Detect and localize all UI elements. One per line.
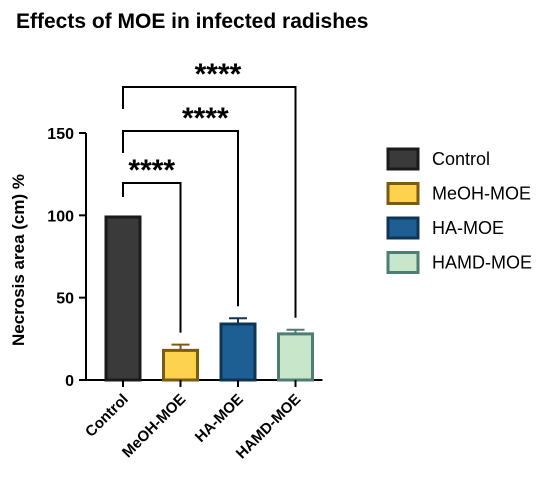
bar (277, 332, 314, 382)
significance-label: **** (195, 58, 242, 91)
y-tick-label: 50 (56, 291, 74, 308)
bar (162, 348, 199, 382)
bar (219, 322, 257, 382)
y-axis-label: Necrosis area (cm) % (9, 174, 28, 346)
significance-label: **** (128, 154, 175, 187)
y-tick-label: 100 (47, 208, 74, 225)
legend-label: HAMD-MOE (432, 253, 532, 273)
y-tick-label: 150 (47, 126, 74, 143)
legend-label: MeOH-MOE (432, 184, 531, 204)
legend-swatch (386, 216, 420, 240)
legend-swatch (386, 147, 420, 171)
x-tick-label: Control (82, 391, 132, 441)
legend: Control MeOH-MOE HA-MOE HAMD-MOE (386, 147, 532, 274)
legend-swatch (386, 251, 420, 274)
significance-bracket (122, 182, 182, 333)
legend-swatch (386, 182, 420, 205)
legend-label: Control (432, 149, 490, 169)
significance-label: **** (182, 102, 229, 135)
chart-title: Effects of MOE in infected radishes (16, 10, 368, 33)
y-tick-label: 0 (65, 373, 74, 390)
bar (104, 215, 142, 382)
significance-bracket (122, 130, 239, 307)
legend-label: HA-MOE (432, 218, 504, 238)
significance-bracket (122, 86, 297, 318)
x-tick-label: HA-MOE (192, 391, 247, 446)
